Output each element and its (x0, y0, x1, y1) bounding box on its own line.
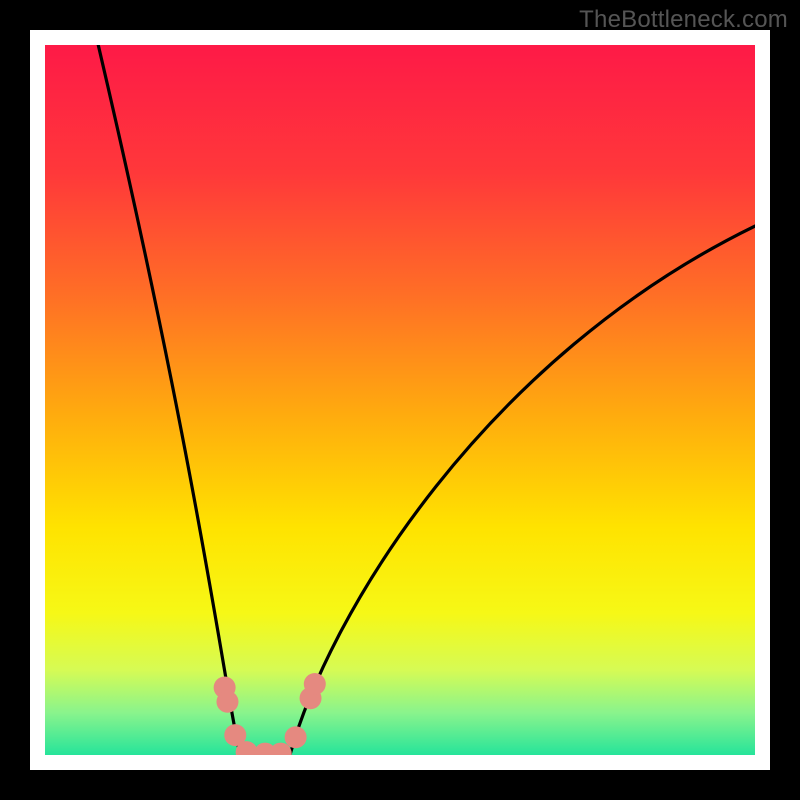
curve-marker (285, 726, 307, 748)
curve-marker (216, 691, 238, 713)
curve-marker (270, 743, 292, 765)
chart-stage: TheBottleneck.com (0, 0, 800, 800)
bottleneck-chart (0, 0, 800, 800)
curve-marker (304, 673, 326, 695)
chart-background-gradient (45, 45, 755, 755)
